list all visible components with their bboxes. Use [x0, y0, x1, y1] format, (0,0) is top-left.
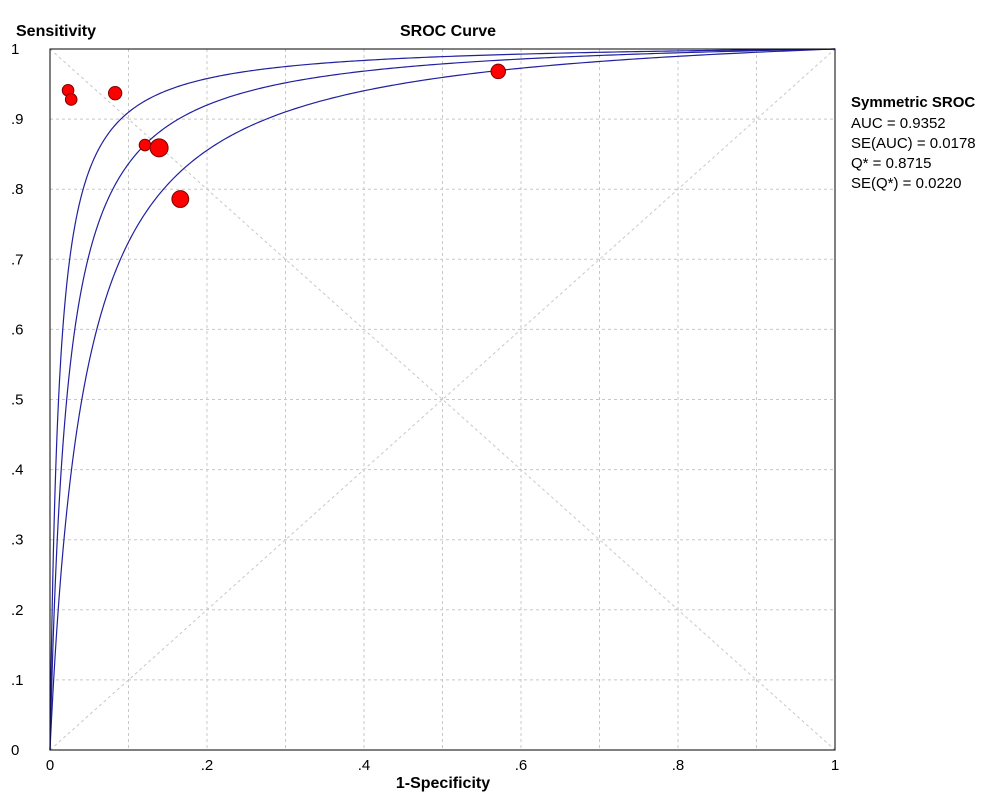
- y-tick-label-6: .6: [11, 321, 24, 338]
- study-point-4: [138, 138, 152, 152]
- chance-diagonal: [49, 48, 836, 751]
- curve-upper: [49, 48, 836, 750]
- x-tick-labels: 0 .2 .4 .6 .8 1: [46, 757, 839, 774]
- stats-se-auc: SE(AUC) = 0.0178: [851, 135, 976, 152]
- y-tick-label-9: .9: [11, 111, 24, 128]
- x-tick-label-1: .2: [201, 757, 214, 774]
- stats-box: Symmetric SROC AUC = 0.9352 SE(AUC) = 0.…: [851, 94, 976, 192]
- y-tick-label-0: 0: [11, 742, 19, 759]
- x-tick-label-3: .6: [515, 757, 528, 774]
- y-tick-label-7: .7: [11, 251, 24, 268]
- y-tick-label-5: .5: [11, 392, 24, 409]
- y-tick-label-4: .4: [11, 462, 24, 479]
- plot-frame: [49, 48, 836, 751]
- study-point-6: [171, 190, 190, 208]
- x-tick-label-5: 1: [831, 757, 839, 774]
- y-tick-label-2: .2: [11, 602, 24, 619]
- symmetry-diagonal: [49, 48, 836, 751]
- grid: [50, 49, 835, 750]
- x-tick-label-0: 0: [46, 757, 54, 774]
- y-tick-labels: 0 .1 .2 .3 .4 .5 .6 .7 .8 .9 1: [11, 41, 24, 759]
- y-tick-label-10: 1: [11, 41, 19, 58]
- y-tick-label-8: .8: [11, 181, 24, 198]
- stats-auc: AUC = 0.9352: [851, 115, 946, 132]
- stats-se-q-star: SE(Q*) = 0.0220: [851, 175, 961, 192]
- y-axis-title: Sensitivity: [16, 23, 96, 40]
- stats-q-star: Q* = 0.8715: [851, 155, 931, 172]
- study-point-7: [490, 63, 506, 80]
- study-point-2: [64, 93, 78, 106]
- study-points: [61, 63, 506, 208]
- y-tick-label-1: .1: [11, 672, 24, 689]
- x-tick-label-2: .4: [358, 757, 371, 774]
- x-tick-label-4: .8: [672, 757, 685, 774]
- x-axis-title: 1-Specificity: [396, 775, 490, 792]
- diagonal-guides: [49, 48, 836, 751]
- study-point-3: [107, 85, 123, 101]
- chart-title: SROC Curve: [400, 23, 496, 40]
- study-point-5: [149, 138, 169, 158]
- stats-title: Symmetric SROC: [851, 94, 975, 111]
- curve-sroc: [49, 48, 836, 750]
- y-tick-label-3: .3: [11, 532, 24, 549]
